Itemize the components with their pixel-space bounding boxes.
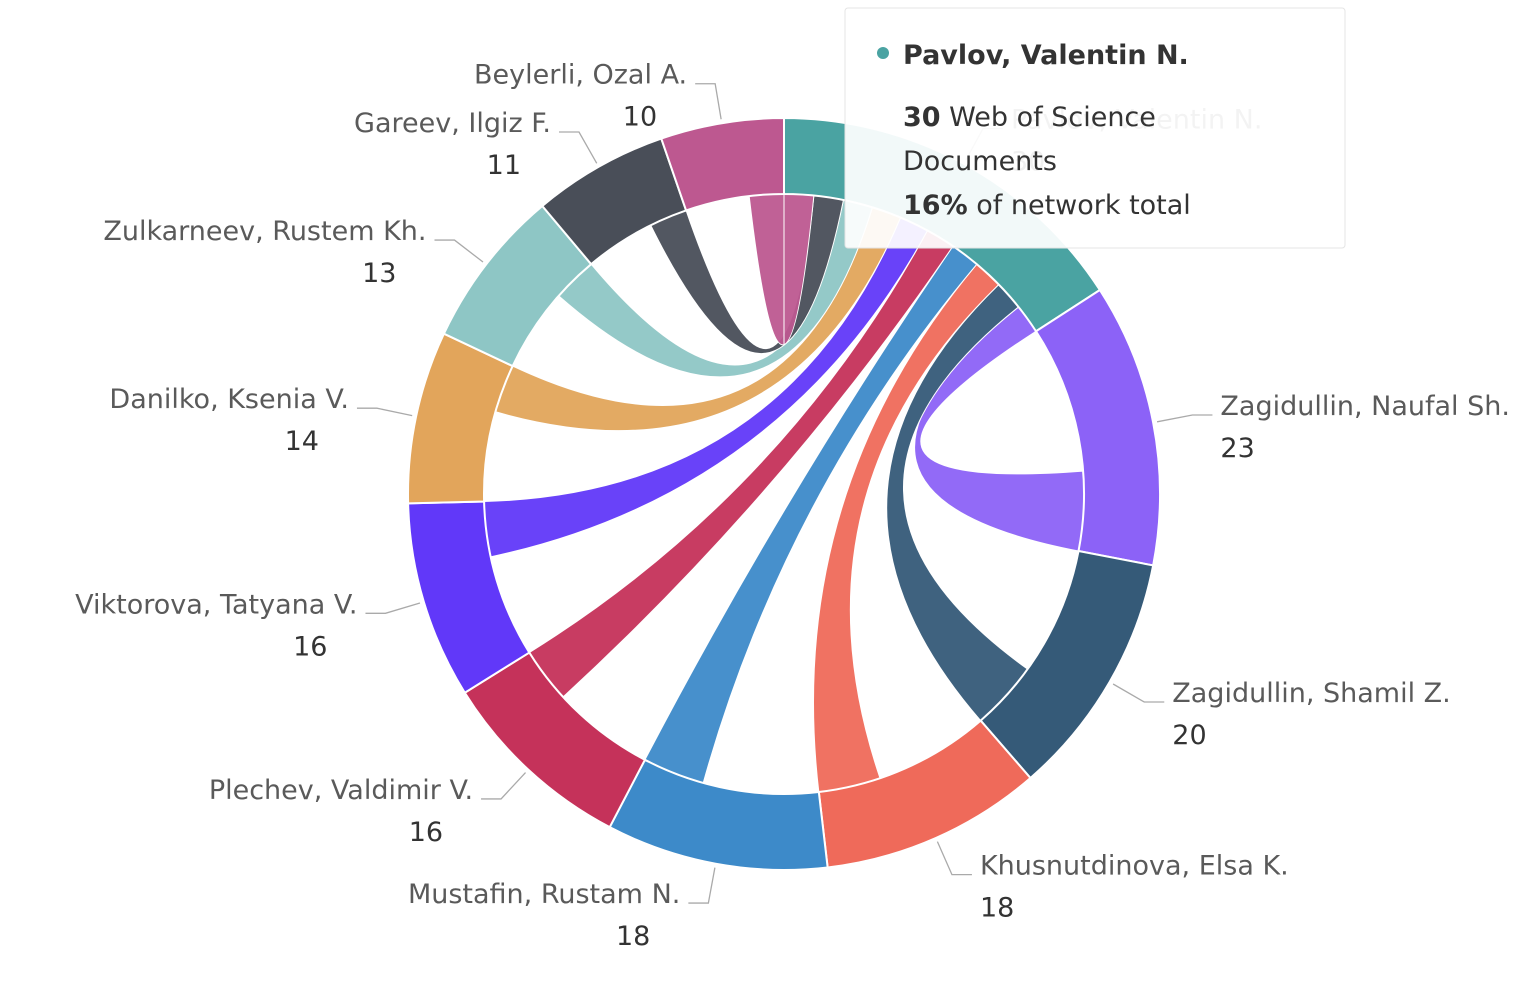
node-value: 13 [362,258,396,289]
node-label: Danilko, Ksenia V. [109,384,349,415]
node-value: 18 [980,893,1014,924]
node-value: 14 [285,426,319,457]
node-label: Zagidullin, Naufal Sh. [1220,391,1510,422]
tooltip-name: Pavlov, Valentin N. [903,40,1189,71]
tooltip-value: 30 [903,102,941,133]
node-value: 10 [623,102,657,133]
node-value: 20 [1172,720,1206,751]
leader-line [1112,683,1165,703]
leader-line [481,772,527,800]
leader-line [434,239,484,263]
node-value: 18 [616,921,650,952]
leader-line [688,867,716,904]
node-label: Viktorova, Tatyana V. [75,589,357,620]
node-arc [660,116,785,212]
node-label: Mustafin, Rustam N. [408,879,680,910]
leader-line [1156,414,1213,423]
node-value: 23 [1220,433,1254,464]
node-value: 11 [487,150,521,181]
tooltip-percent: 16% [903,190,968,221]
node-label: Khusnutdinova, Elsa K. [980,851,1289,882]
node-label: Plechev, Valdimir V. [209,775,473,806]
node-label: Zagidullin, Shamil Z. [1172,678,1450,709]
leader-line [356,407,413,417]
node-label: Gareev, Ilgiz F. [354,108,551,139]
leader-line [365,602,421,614]
node-label: Beylerli, Ozal A. [474,60,687,91]
node-value: 16 [293,631,327,662]
tooltip-box [844,7,1346,249]
leader-line [936,841,972,876]
tooltip-percent-text: of network total [976,190,1191,221]
node-value: 16 [409,817,443,848]
leader-line [695,83,722,120]
tooltip: Pavlov, Valentin N. 30 Web of Science Do… [844,7,1346,249]
tooltip-line: 30 Web of Science [903,102,1156,133]
tooltip-text: Web of Science [949,102,1156,133]
tooltip-text2: Documents [903,146,1057,177]
node-label: Zulkarneev, Rustem Kh. [103,216,426,247]
tooltip-dot [877,47,889,59]
tooltip-line2: 16% of network total [903,190,1191,221]
leader-line [559,131,598,164]
node-arc [608,758,829,871]
